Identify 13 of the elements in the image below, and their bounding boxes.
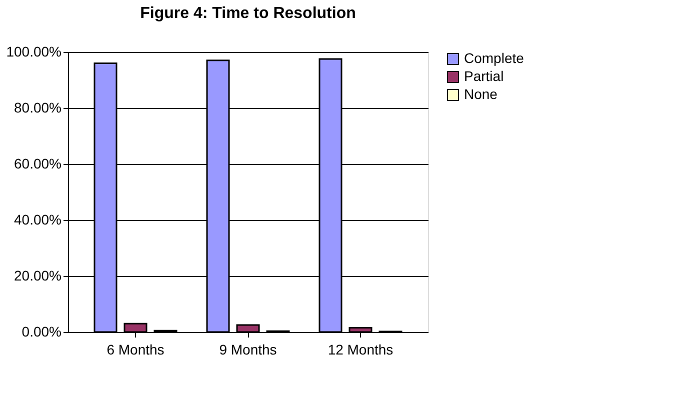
y-tick-label: 40.00% (14, 212, 62, 228)
y-tick-label: 20.00% (14, 268, 62, 284)
x-tick-label: 9 Months (219, 342, 277, 358)
legend-label: Partial (464, 68, 504, 84)
legend-label: None (464, 86, 498, 102)
x-tick-label: 6 Months (106, 342, 164, 358)
y-tick-label: 60.00% (14, 156, 62, 172)
x-tick-label: 12 Months (328, 342, 394, 358)
legend-label: Complete (464, 50, 524, 66)
y-tick-label: 0.00% (22, 324, 62, 340)
chart-title: Figure 4: Time to Resolution (140, 5, 356, 22)
y-tick-label: 100.00% (6, 44, 62, 60)
y-tick-label: 80.00% (14, 100, 62, 116)
